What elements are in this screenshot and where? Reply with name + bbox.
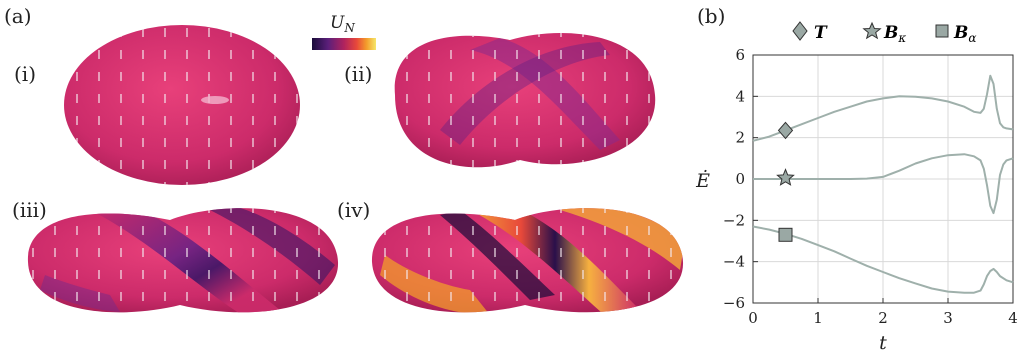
x-tick-label: 0 — [748, 309, 758, 327]
x-tick-label: 4 — [1008, 309, 1018, 327]
shape-iii — [27, 208, 339, 313]
x-axis-label: t — [879, 332, 887, 354]
y-tick-label: 6 — [735, 46, 745, 64]
legend-star-marker — [862, 21, 882, 40]
y-tick-label: −2 — [723, 211, 745, 229]
shape-ii — [394, 32, 656, 168]
shape-label-ii: (ii) — [344, 62, 373, 86]
y-axis-label: Ė — [695, 169, 710, 192]
legend-diamond-marker — [792, 21, 808, 41]
plot-area: 0 1 2 3 4 −6 −4 −2 0 2 4 6 t Ė — [695, 46, 1018, 354]
x-tick-label: 3 — [943, 309, 953, 327]
legend-square-marker — [935, 24, 949, 38]
y-tick-label: −6 — [723, 294, 745, 312]
shape-iv — [371, 208, 684, 313]
legend-label-T: T — [814, 23, 828, 43]
series-line-square — [752, 225, 1014, 294]
x-tick-label: 1 — [813, 309, 823, 327]
panel-a-label-text: (a) — [4, 4, 32, 28]
panel-a-label: (a) — [4, 4, 32, 28]
y-tick-label: −4 — [723, 253, 745, 271]
chart-legend: T Bκ Bα — [792, 21, 976, 45]
panel-b-label: (b) — [697, 4, 725, 28]
shape-i — [64, 25, 300, 185]
panel-a-figure: UN — [27, 13, 684, 313]
colorbar-gradient — [312, 38, 376, 50]
series-marker-square — [778, 227, 793, 242]
shape-label-iv: (iv) — [337, 198, 371, 222]
y-tick-label: 4 — [735, 87, 745, 105]
series-marker-diamond — [777, 121, 794, 140]
x-tick-label: 2 — [878, 309, 888, 327]
panel-b-label-text: (b) — [697, 4, 726, 28]
shape-label-iii: (iii) — [12, 198, 47, 222]
series-marker-star — [776, 168, 795, 186]
series-line-diamond — [752, 74, 1014, 142]
legend-label-Bk: Bκ — [883, 23, 906, 45]
legend-label-Ba: Bα — [953, 23, 976, 45]
y-tick-label: 0 — [735, 170, 745, 188]
shape-label-i: (i) — [14, 62, 37, 86]
series-line-star — [753, 153, 1014, 215]
y-tick-label: 2 — [735, 129, 745, 147]
